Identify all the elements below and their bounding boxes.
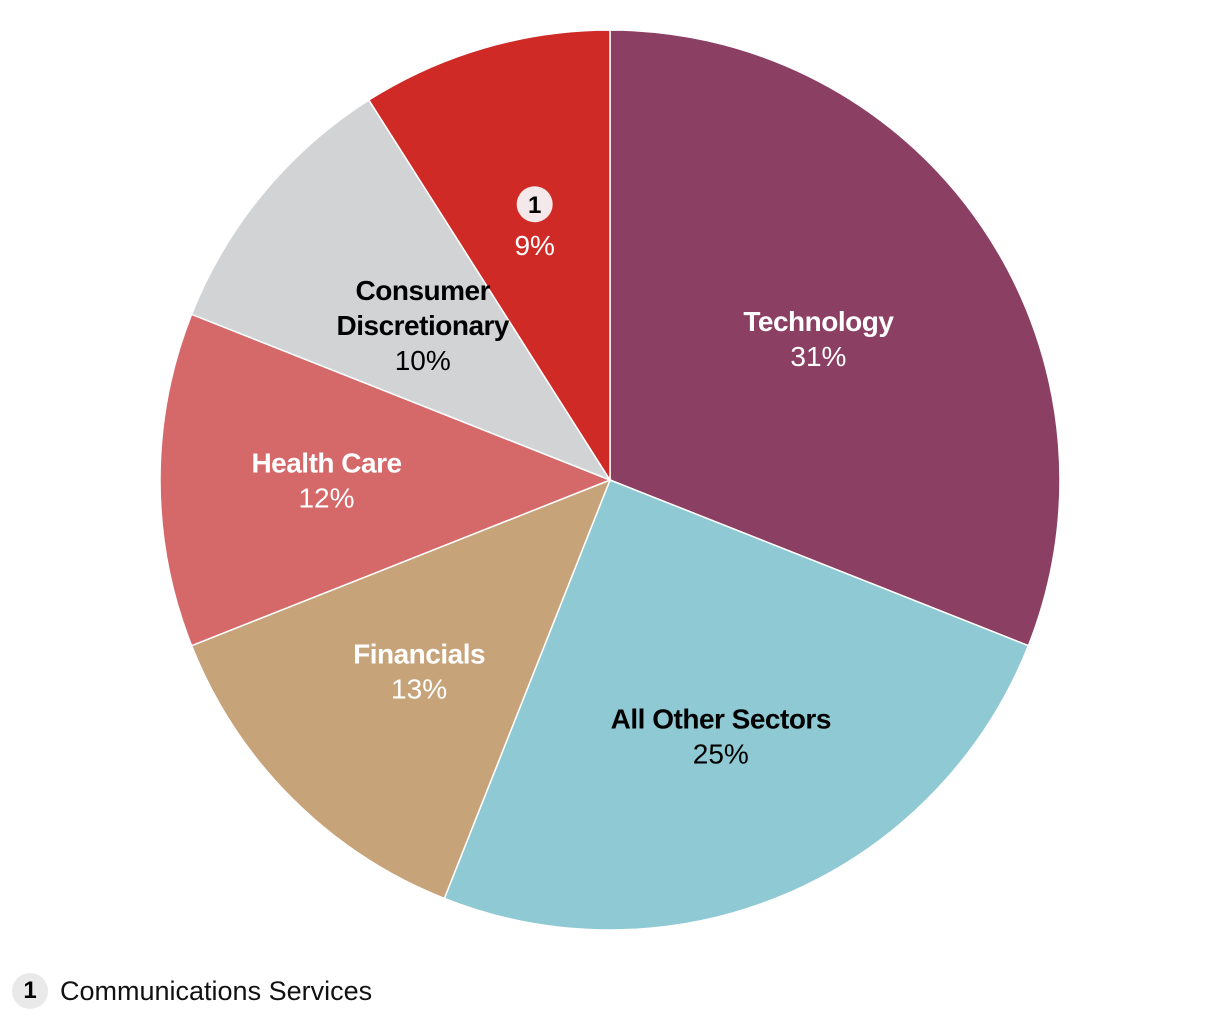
- slice-label-value: 31%: [790, 341, 846, 372]
- slice-label-name: Financials: [353, 638, 485, 669]
- pie-slice-health-care: [159, 313, 613, 647]
- slice-label-name: Discretionary: [337, 310, 510, 341]
- pie-labels: Technology 31% All Other Sectors 25% Financi…: [251, 186, 895, 770]
- slice-label-name: Technology: [743, 306, 894, 337]
- slice-label-consumer-discretionary: Consumer Discretionary 10%: [337, 275, 511, 376]
- slice-label-name: All Other Sectors: [611, 704, 831, 735]
- slice-label-name: Consumer: [356, 275, 491, 306]
- slice-label-value: 12%: [298, 483, 354, 514]
- footnote-text: Communications Services: [60, 975, 373, 1006]
- slice-label-value: 10%: [395, 345, 451, 376]
- slice-label-technology: Technology 31%: [743, 306, 894, 372]
- slice-label-health-care: Health Care 12%: [251, 448, 402, 514]
- slice-marker-number: 1: [528, 192, 541, 219]
- slice-label-value: 25%: [693, 739, 749, 770]
- pie-slices: [159, 29, 1061, 931]
- slice-label-value: 13%: [391, 673, 447, 704]
- footnote: 1 Communications Services: [12, 971, 372, 1011]
- slice-label-financials: Financials 13%: [353, 638, 485, 704]
- pie-slice-communications-services: [367, 29, 611, 483]
- pie-slice-technology: [609, 29, 1061, 647]
- slice-label-name: Health Care: [251, 448, 401, 479]
- slice-marker-circle: [516, 186, 553, 223]
- slice-label-all-other-sectors: All Other Sectors 25%: [611, 704, 832, 770]
- pie-slice-financials: [190, 478, 612, 900]
- slice-label-value: 9%: [514, 230, 554, 261]
- slice-label-communications-services: 19%: [514, 186, 555, 261]
- footnote-marker: 1: [12, 973, 48, 1009]
- pie-slice-consumer-discretionary: [190, 99, 612, 482]
- pie-slice-all-other-sectors: [443, 479, 1030, 931]
